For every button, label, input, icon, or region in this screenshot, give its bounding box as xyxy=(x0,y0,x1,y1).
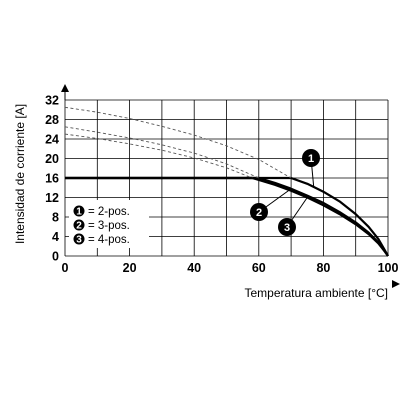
callout-number-3: 3 xyxy=(284,222,290,234)
series-lines xyxy=(64,106,389,257)
callout-number-1: 1 xyxy=(308,153,314,165)
y-axis-arrowhead xyxy=(61,84,69,92)
x-tick-label: 0 xyxy=(62,261,69,275)
y-tick-label: 0 xyxy=(52,250,59,264)
legend-entry-text: = 3-pos. xyxy=(88,220,130,232)
y-axis-label: Intensidad de corriente [A] xyxy=(13,104,27,244)
legend: 1 = 2-pos. 2 = 3-pos. 3 = 4-pos. xyxy=(69,200,149,248)
legend-marker-1 xyxy=(73,205,85,217)
series-callouts: 1 2 3 xyxy=(250,149,320,236)
y-tick-label: 28 xyxy=(45,113,59,127)
series-line-3-dashed xyxy=(64,133,253,179)
callout-number-2: 2 xyxy=(256,207,262,219)
x-tick-label: 100 xyxy=(378,261,399,275)
y-tick-label: 24 xyxy=(45,133,59,147)
x-tick-label: 40 xyxy=(187,261,201,275)
legend-marker-2 xyxy=(73,219,85,231)
callout-circle-2 xyxy=(250,203,268,221)
legend-marker-number-3: 3 xyxy=(76,235,82,246)
grid xyxy=(64,99,389,257)
legend-marker-number-2: 2 xyxy=(76,221,82,232)
series-line-2-dashed xyxy=(64,126,259,179)
legend-marker-3 xyxy=(73,233,85,245)
legend-entry-text: = 2-pos. xyxy=(88,206,130,218)
x-tick-label: 80 xyxy=(316,261,330,275)
legend-marker-number-1: 1 xyxy=(76,207,82,218)
y-tick-label: 20 xyxy=(45,152,59,166)
series-line-1-dashed xyxy=(64,106,292,179)
y-tick-label: 4 xyxy=(52,230,59,244)
series-line-3-solid xyxy=(65,176,389,257)
y-tick-label: 12 xyxy=(45,191,59,205)
legend-entry-text: = 4-pos. xyxy=(88,234,130,246)
y-tick-label: 16 xyxy=(45,172,59,186)
axes: Temperatura ambiente [°C] Intensidad de … xyxy=(13,84,400,300)
x-tick-label: 60 xyxy=(252,261,266,275)
callout-circle-1 xyxy=(302,149,320,167)
y-tick-label: 32 xyxy=(45,94,59,108)
y-tick-label: 8 xyxy=(52,211,59,225)
x-axis-arrowhead xyxy=(392,280,400,288)
series-line-1-solid xyxy=(65,176,389,257)
callout-circle-3 xyxy=(278,218,296,236)
x-axis-label: Temperatura ambiente [°C] xyxy=(244,286,388,300)
x-tick-label: 20 xyxy=(123,261,137,275)
